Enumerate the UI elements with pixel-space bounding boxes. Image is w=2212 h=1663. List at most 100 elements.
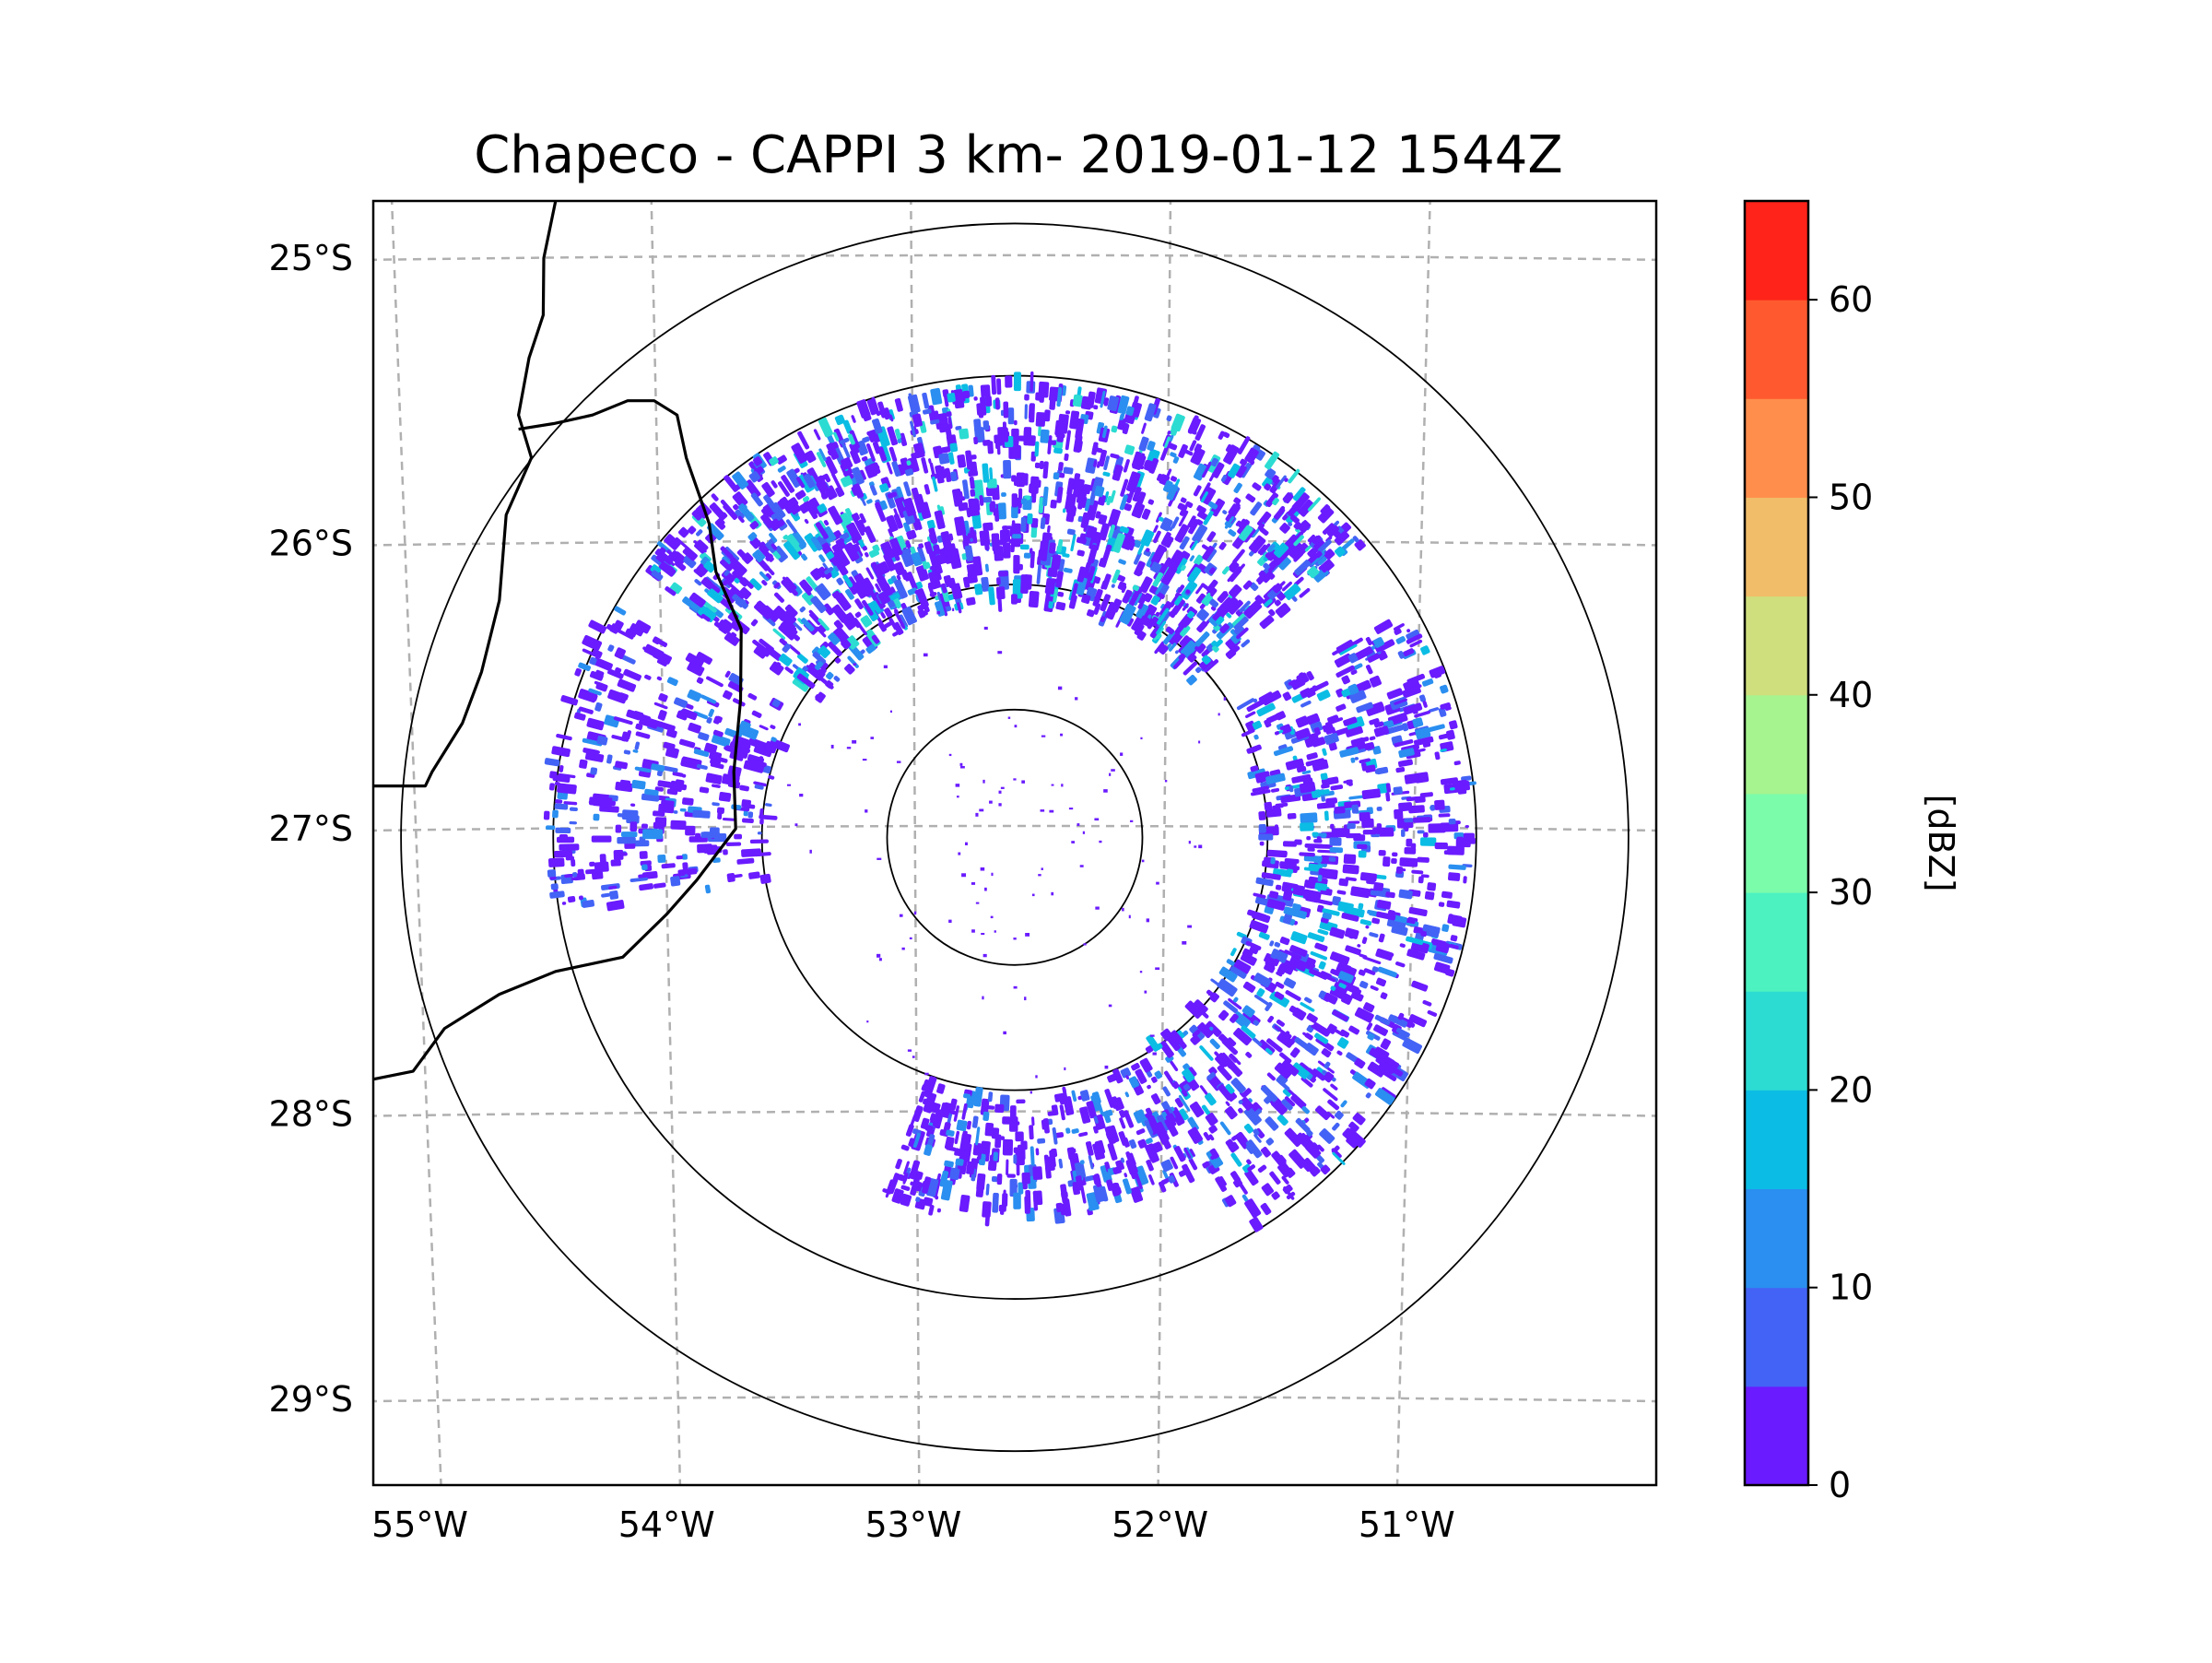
echo-cell	[1329, 926, 1346, 939]
echo-cell	[693, 569, 703, 578]
echo-cell	[697, 843, 712, 854]
echo-cell	[882, 1188, 892, 1195]
echo-cell	[546, 825, 556, 831]
echo-cell	[634, 619, 652, 634]
echo-cell	[1273, 542, 1289, 559]
echo-cell	[940, 583, 947, 594]
echo-cell	[750, 619, 759, 627]
echo-cell	[641, 823, 648, 829]
echo-cell	[694, 539, 709, 554]
echo-cell	[1172, 456, 1180, 464]
echo-cell	[1393, 623, 1405, 631]
echo-cell	[1119, 1117, 1126, 1129]
echo-cell	[759, 819, 764, 825]
echo-cell	[1157, 473, 1167, 483]
echo-speckle	[1064, 1089, 1066, 1093]
echo-cell	[681, 773, 687, 778]
echo-cell	[765, 553, 773, 561]
echo-cell	[894, 610, 906, 630]
echo-cell	[814, 661, 824, 670]
echo-cell	[862, 436, 870, 443]
echo-cell	[1271, 475, 1279, 483]
echo-cell	[1157, 592, 1165, 599]
echo-cell	[971, 1115, 979, 1128]
echo-cell	[1212, 606, 1229, 623]
echo-cell	[1312, 535, 1322, 545]
echo-cell	[987, 1091, 994, 1103]
echo-speckle	[1000, 786, 1005, 789]
echo-cell	[1132, 584, 1140, 592]
echo-cell	[959, 1133, 971, 1153]
echo-cell	[1335, 546, 1346, 558]
echo-cell	[782, 535, 789, 540]
echo-cell	[927, 1134, 935, 1146]
echo-cell	[818, 448, 827, 462]
echo-cell	[1183, 1147, 1192, 1159]
echo-cell	[687, 689, 702, 702]
echo-cell	[1330, 1083, 1338, 1091]
echo-cell	[1299, 587, 1311, 598]
echo-cell	[1215, 1176, 1228, 1192]
echo-cell	[1180, 1157, 1185, 1162]
colorbar-tick-label: 0	[1829, 1465, 1851, 1505]
echo-cell	[1321, 795, 1326, 802]
echo-cell	[1318, 961, 1326, 970]
echo-cell	[1265, 1002, 1273, 1011]
echo-cell	[932, 476, 938, 492]
echo-cell	[634, 766, 652, 773]
echo-cell	[777, 466, 786, 473]
echo-cell	[1155, 1126, 1169, 1145]
echo-cell	[1107, 1074, 1117, 1083]
echo-cell	[1310, 950, 1328, 961]
echo-cell	[617, 629, 634, 640]
echo-cell	[803, 473, 816, 489]
echo-cell	[1307, 497, 1321, 512]
echo-cell	[692, 809, 711, 819]
echo-cell	[778, 481, 790, 497]
echo-cell	[632, 749, 639, 753]
echo-cell	[1230, 948, 1237, 957]
echo-cell	[994, 1103, 1005, 1114]
echo-speckle	[1031, 893, 1035, 897]
echo-cell	[1269, 940, 1275, 947]
echo-speckle	[923, 653, 928, 657]
echo-cell	[761, 481, 775, 498]
echo-cell	[1000, 1136, 1006, 1140]
echo-cell	[1245, 940, 1262, 950]
echo-cell	[1144, 459, 1154, 472]
echo-cell	[966, 1161, 975, 1175]
echo-cell	[1354, 757, 1359, 761]
echo-cell	[854, 598, 864, 609]
echo-cell	[1375, 639, 1395, 654]
echo-cell	[1131, 1062, 1140, 1071]
echo-cell	[1288, 1005, 1300, 1015]
echo-cell	[950, 471, 958, 482]
echo-cell	[743, 760, 765, 773]
echo-cell	[1354, 646, 1373, 661]
echo-cell	[996, 1174, 1003, 1185]
echo-cell	[1139, 465, 1145, 470]
echo-cell	[1180, 617, 1191, 628]
echo-cell	[769, 533, 778, 543]
echo-cell	[1288, 784, 1294, 793]
echo-cell	[1260, 1202, 1272, 1216]
echo-cell	[841, 443, 851, 459]
echo-cell	[861, 455, 868, 462]
echo-cell	[610, 859, 621, 867]
echo-cell	[1111, 584, 1115, 588]
echo-cell	[1324, 992, 1338, 1005]
echo-speckle	[980, 867, 985, 871]
echo-cell	[812, 568, 819, 575]
echo-cell	[1406, 633, 1423, 644]
echo-cell	[862, 546, 868, 551]
echo-cell	[1404, 846, 1417, 855]
echo-cell	[1422, 999, 1432, 1007]
echo-cell	[1034, 462, 1041, 468]
echo-cell	[706, 717, 712, 724]
echo-cell	[1314, 550, 1323, 559]
echo-cell	[1406, 949, 1426, 961]
echo-cell	[1154, 1070, 1163, 1079]
echo-cell	[658, 803, 675, 814]
echo-cell	[1326, 1111, 1335, 1119]
echo-cell	[1088, 544, 1099, 564]
